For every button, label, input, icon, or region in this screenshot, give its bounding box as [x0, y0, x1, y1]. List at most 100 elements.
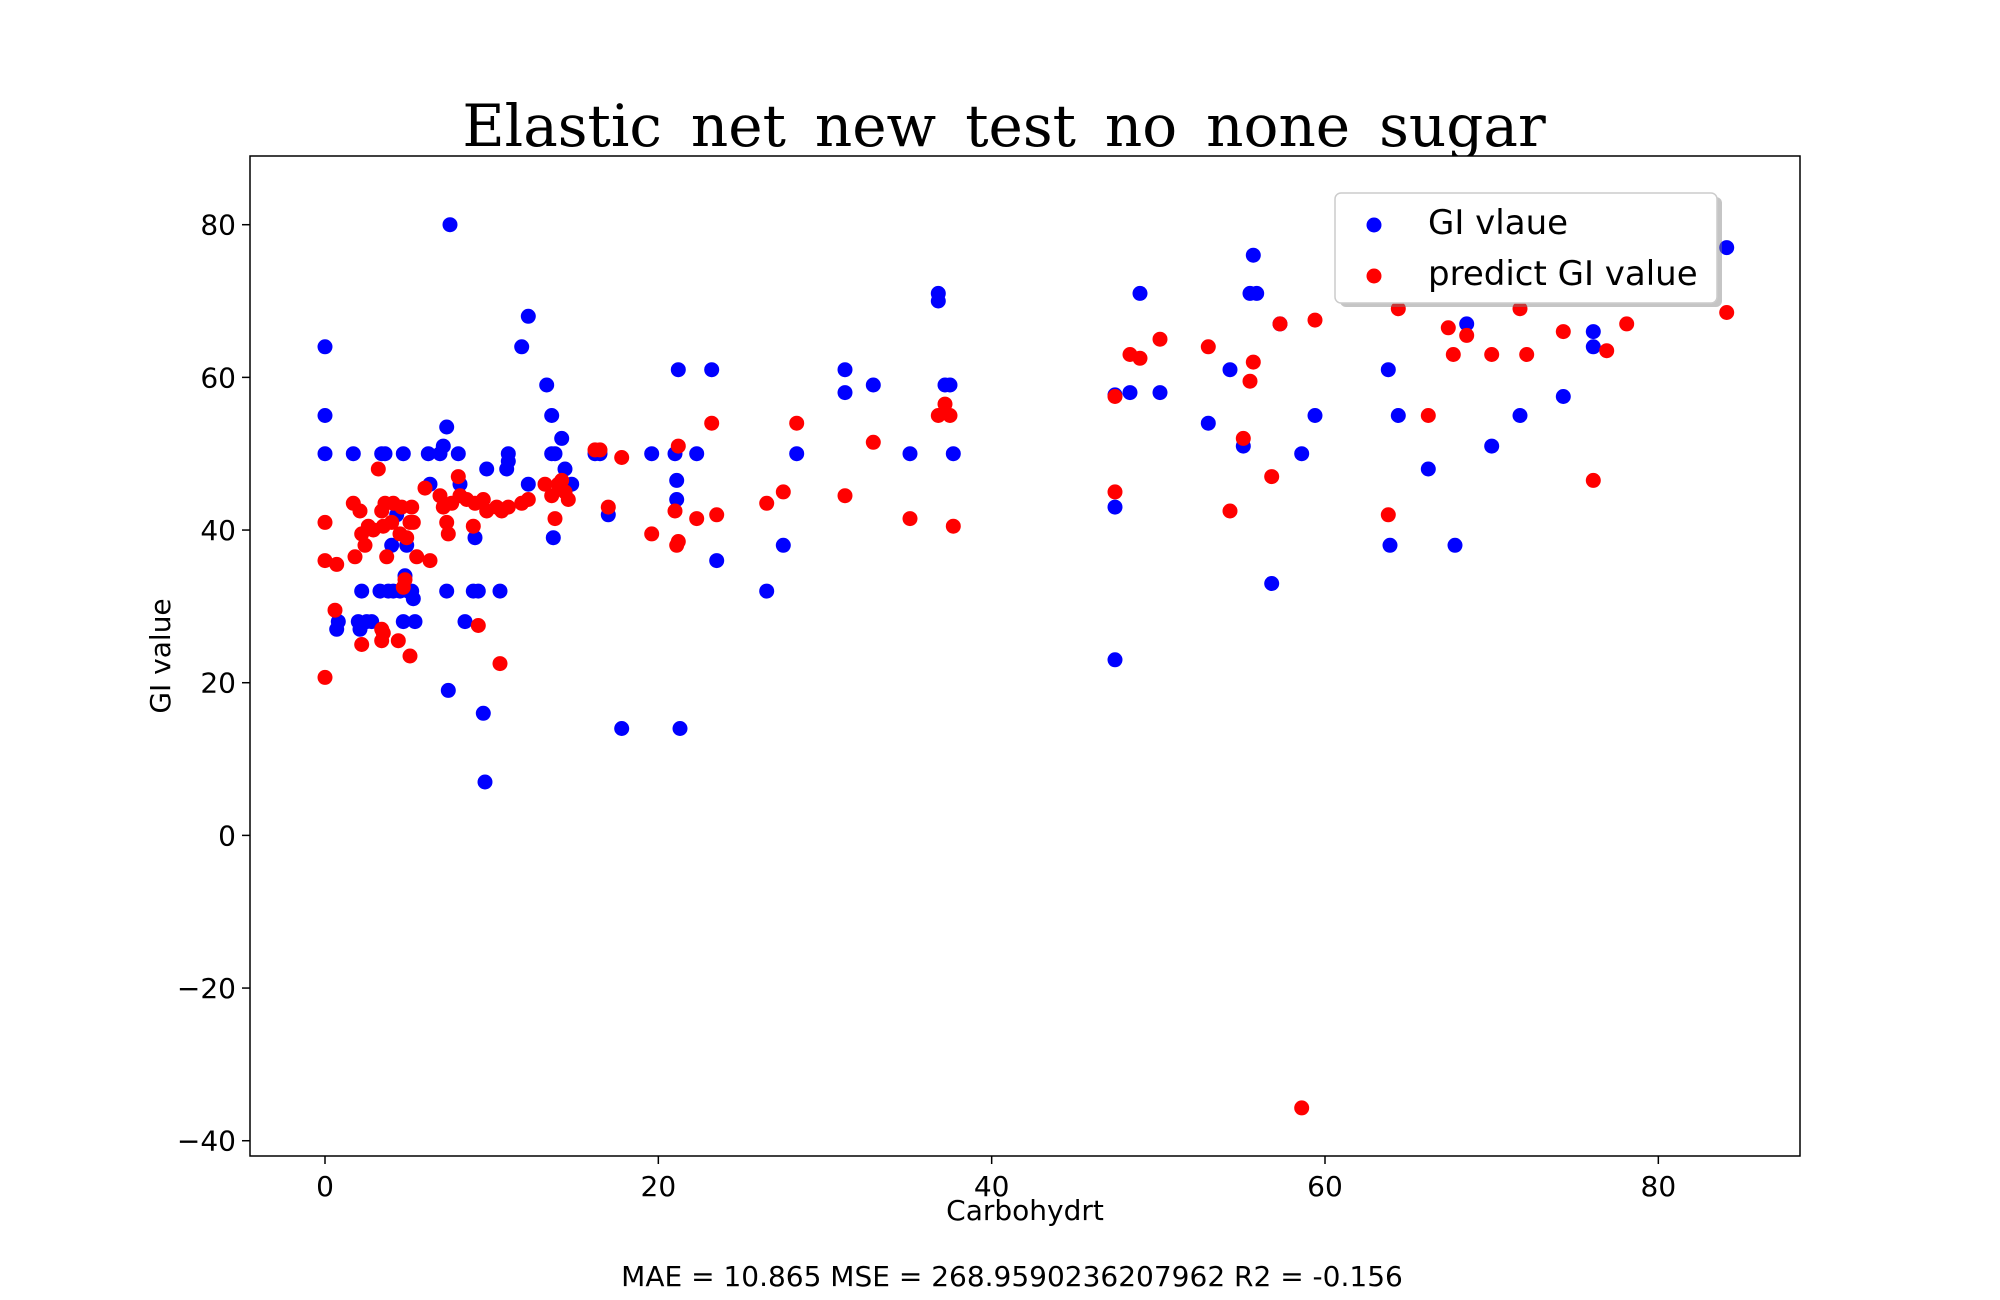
predict-gi-value-point [759, 495, 775, 511]
gi-value-point [545, 530, 561, 546]
gi-value-point [554, 430, 570, 446]
gi-value-point [942, 377, 958, 393]
predict-gi-value-point [354, 637, 370, 652]
gi-value-point [865, 377, 881, 393]
predict-gi-value-point [317, 514, 333, 530]
gi-value-point [1107, 652, 1123, 668]
gi-value-point [547, 446, 563, 462]
gi-value-point [520, 308, 536, 324]
predict-gi-value-point [1264, 469, 1280, 485]
predict-gi-value-point [1555, 324, 1571, 340]
gi-value-point [395, 614, 411, 630]
gi-value-point [420, 446, 436, 462]
predict-gi-value-point [644, 526, 660, 542]
predict-gi-value-point [450, 469, 466, 485]
gi-value-point [544, 408, 560, 423]
gi-value-point [475, 705, 491, 721]
y-tick-label: −40 [177, 1125, 236, 1158]
predict-gi-value-point [937, 396, 953, 412]
predict-gi-value-point [404, 499, 420, 515]
gi-value-point [1719, 240, 1735, 256]
gi-value-point [557, 461, 573, 477]
x-axis-ticks: 0 20 40 60 80 [316, 1156, 1676, 1203]
predict-gi-value-point [375, 625, 391, 641]
y-tick-label: 60 [200, 361, 236, 394]
gi-value-point [789, 446, 805, 462]
predict-gi-value-point [670, 534, 686, 549]
predict-gi-value-point [417, 480, 433, 496]
predict-gi-value-point [370, 461, 386, 477]
gi-value-point [669, 472, 685, 488]
gi-value-point [1307, 408, 1323, 423]
predict-gi-value-point [492, 656, 508, 672]
gi-value-point [1484, 438, 1500, 454]
gi-value-point [1585, 324, 1601, 340]
predict-gi-value-point [789, 415, 805, 431]
gi-value-point [1294, 446, 1310, 462]
predict-gi-value-point [1459, 327, 1475, 343]
legend: GI vlaue predict GI value [1334, 192, 1722, 307]
predict-gi-value-point [470, 618, 486, 633]
predict-gi-value-point [667, 503, 683, 519]
gi-value-point [709, 553, 725, 569]
predict-gi-value-point [465, 518, 481, 534]
gi-value-point [1152, 385, 1168, 401]
gi-value-point [467, 530, 483, 546]
gi-value-point [439, 583, 455, 599]
predict-gi-value-point [520, 492, 536, 507]
gi-value-point [945, 446, 961, 462]
predict-gi-value-point [547, 511, 563, 527]
chart-title: Elastic_net_new_test_no_none_sugar [462, 92, 1546, 160]
plot-area [249, 155, 1801, 1157]
gi-value-point [439, 419, 455, 435]
predict-gi-value-point [1200, 339, 1216, 355]
gi-value-point [384, 537, 400, 553]
gi-value-point [1380, 362, 1396, 378]
y-axis-label: GI value [144, 598, 177, 713]
gi-value-point [479, 461, 495, 477]
gi-value-point [775, 537, 791, 553]
gi-value-point [477, 774, 493, 790]
gi-value-point [514, 339, 530, 355]
predict-gi-value-point [689, 511, 705, 527]
y-tick-label: 40 [200, 514, 236, 547]
predict-gi-value-point [1242, 373, 1258, 389]
predict-gi-value-point [327, 602, 343, 618]
y-tick-label: 80 [200, 209, 236, 242]
predict-gi-value-point [554, 472, 570, 488]
gi-value-point [317, 446, 333, 462]
predict-gi-value-point [347, 549, 363, 565]
predict-gi-value-point [439, 514, 455, 530]
y-axis-ticks: −40 −20 0 20 40 60 80 [177, 209, 250, 1158]
predict-gi-value-point [432, 488, 448, 504]
gi-value-point [1382, 537, 1398, 553]
predict-gi-value-point [357, 537, 373, 553]
predict-gi-value-point [1132, 350, 1148, 366]
predict-gi-value-point [704, 415, 720, 431]
gi-value-point [470, 583, 486, 599]
gi-value-point [1249, 285, 1265, 301]
predict-gi-value-point [317, 669, 333, 685]
x-tick-label: 20 [641, 1170, 677, 1203]
predict-gi-value-point [384, 514, 400, 530]
gi-value-point [930, 293, 946, 309]
gi-value-point [317, 408, 333, 423]
legend-label-gi-value: GI vlaue [1428, 203, 1568, 243]
predict-gi-value-point [945, 518, 961, 534]
y-tick-label: 20 [200, 667, 236, 700]
gi-value-point [435, 438, 451, 454]
gi-value-point [1132, 285, 1148, 301]
predict-gi-value-point [865, 434, 881, 450]
gi-value-point [614, 721, 630, 736]
predict-gi-value-point [440, 526, 456, 542]
gi-value-point [1222, 362, 1238, 378]
gi-value-point [1200, 415, 1216, 431]
metrics-footer: MAE = 10.865 MSE = 268.9590236207962 R2 … [621, 1260, 1403, 1293]
gi-value-point [1512, 408, 1528, 423]
gi-value-point [1122, 385, 1138, 401]
predict-gi-value-point [1585, 472, 1601, 488]
predict-gi-value-point [1152, 331, 1168, 347]
legend-marker-predict-gi-value [1366, 268, 1382, 284]
gi-value-point [457, 614, 473, 630]
predict-gi-value-point [1512, 301, 1528, 317]
